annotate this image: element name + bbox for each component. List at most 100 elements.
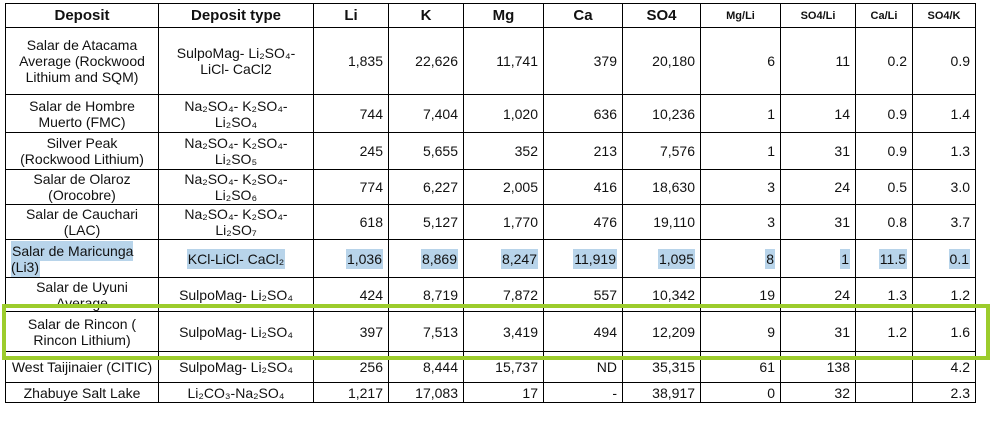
column-header: SO4/K bbox=[912, 3, 976, 28]
cell-text: 744 bbox=[359, 105, 383, 122]
cell-text: 1 bbox=[840, 248, 850, 269]
cell-text: 11.5 bbox=[878, 248, 907, 269]
cell-text: 31 bbox=[834, 214, 850, 230]
cell-text: 0.2 bbox=[887, 53, 907, 69]
table-cell: 352 bbox=[463, 132, 544, 170]
cell-text: 618 bbox=[359, 214, 383, 230]
table-cell: 35,315 bbox=[622, 351, 701, 383]
table-cell: 618 bbox=[313, 204, 389, 240]
cell-text: 1.3 bbox=[887, 286, 907, 303]
cell-text: 15,737 bbox=[495, 359, 538, 375]
table-cell: 1,835 bbox=[313, 27, 389, 95]
table-cell: 494 bbox=[543, 311, 623, 352]
cell-text: Salar de Olaroz (Orocobre) bbox=[33, 171, 131, 203]
cell-text: 12,209 bbox=[652, 323, 695, 340]
cell-text: 1,835 bbox=[347, 53, 383, 69]
cell-text: 24 bbox=[834, 179, 850, 195]
cell-text: 424 bbox=[359, 286, 383, 303]
cell-text: 11,919 bbox=[573, 248, 617, 269]
table-cell: 0.9 bbox=[855, 94, 913, 133]
table-cell: 774 bbox=[313, 169, 389, 205]
cell-text: 11,741 bbox=[496, 53, 538, 69]
cell-text: 4.2 bbox=[950, 359, 970, 375]
cell-text: 18,630 bbox=[652, 179, 695, 195]
cell-text: 0.8 bbox=[887, 214, 907, 230]
table-cell: 636 bbox=[543, 94, 623, 133]
cell-text: 5,127 bbox=[422, 214, 458, 230]
cell-text: Silver Peak (Rockwood Lithium) bbox=[20, 135, 144, 167]
cell-text: Na₂SO₄- K₂SO₄- Li₂SO₅ bbox=[184, 135, 288, 167]
cell-text: 17,083 bbox=[415, 384, 458, 401]
table-cell: 7,404 bbox=[388, 94, 464, 133]
table-row: Salar de Rincon ( Rincon Lithium) SulpoMa… bbox=[5, 311, 976, 352]
cell-text: SulpoMag- Li₂SO₄- LiCl- CaCl2 bbox=[176, 45, 296, 77]
table-row: Zhabuye Salt Lake Li₂CO₃-Na₂SO₄ 1,217 17,08… bbox=[5, 382, 976, 403]
table-cell: 11,919 bbox=[543, 239, 623, 278]
cell-text: 31 bbox=[834, 143, 850, 159]
column-header: SO4/Li bbox=[780, 3, 856, 28]
table-row: Silver Peak (Rockwood Lithium) Na₂SO₄- K₂… bbox=[5, 132, 976, 170]
table-cell: 1,770 bbox=[463, 204, 544, 240]
table-cell: Salar de Cauchari (LAC) bbox=[5, 204, 159, 240]
table-cell: 0 bbox=[700, 382, 781, 403]
table-cell: 31 bbox=[780, 204, 856, 240]
cell-text: 1 bbox=[767, 105, 775, 122]
cell-text: 352 bbox=[514, 143, 538, 159]
table-cell: 5,655 bbox=[388, 132, 464, 170]
cell-text: 8,247 bbox=[500, 248, 538, 269]
table-cell: 12,209 bbox=[622, 311, 701, 352]
table-cell: 31 bbox=[780, 132, 856, 170]
table-cell: 11,741 bbox=[463, 27, 544, 95]
cell-text: Na₂SO₄- K₂SO₄- Li₂SO₇ bbox=[184, 206, 288, 238]
table-cell: 8 bbox=[700, 239, 781, 278]
cell-text: 14 bbox=[834, 105, 850, 122]
table-cell: 8,719 bbox=[388, 277, 464, 312]
table-cell: 1.4 bbox=[912, 94, 976, 133]
table-cell: 424 bbox=[313, 277, 389, 312]
table-cell: 1.3 bbox=[912, 132, 976, 170]
cell-text: 774 bbox=[359, 179, 383, 195]
table-cell: Salar de Hombre Muerto (FMC) bbox=[5, 94, 159, 133]
cell-text: 379 bbox=[593, 53, 617, 69]
cell-text: 6 bbox=[767, 53, 775, 69]
table-cell: 61 bbox=[700, 351, 781, 383]
cell-text: 1,217 bbox=[347, 384, 383, 401]
cell-text: 32 bbox=[834, 384, 850, 401]
table-cell: Na₂SO₄- K₂SO₄- Li₂SO₄ bbox=[158, 94, 314, 133]
table-cell bbox=[855, 382, 913, 403]
table-row: Salar de Maricunga (Li3) KCl-LiCl- CaCl₂ 1… bbox=[5, 239, 976, 278]
cell-text: 8 bbox=[765, 248, 775, 269]
table-body: Salar de Atacama Average (Rockwood Lithi… bbox=[5, 27, 976, 403]
table-cell: 19,110 bbox=[622, 204, 701, 240]
cell-text: 245 bbox=[359, 143, 383, 159]
table-cell: 557 bbox=[543, 277, 623, 312]
table-cell: 7,513 bbox=[388, 311, 464, 352]
table-cell: Salar de Rincon ( Rincon Lithium) bbox=[5, 311, 159, 352]
cell-text: 256 bbox=[359, 359, 383, 375]
table-cell: 6,227 bbox=[388, 169, 464, 205]
table-cell: SulpoMag- Li₂SO₄ bbox=[158, 351, 314, 383]
cell-text: 10,236 bbox=[652, 105, 695, 122]
table-cell: 0.2 bbox=[855, 27, 913, 95]
table-cell: 1 bbox=[700, 132, 781, 170]
cell-text: 7,872 bbox=[502, 286, 538, 303]
table-cell: 0.9 bbox=[855, 132, 913, 170]
table-cell: 1,036 bbox=[313, 239, 389, 278]
table-cell: SulpoMag- Li₂SO₄ bbox=[158, 311, 314, 352]
table-cell: Salar de Olaroz (Orocobre) bbox=[5, 169, 159, 205]
cell-text: - bbox=[612, 384, 617, 401]
cell-text: 3.0 bbox=[950, 179, 970, 195]
column-header: Deposit type bbox=[158, 3, 314, 28]
table-cell: 32 bbox=[780, 382, 856, 403]
cell-text: ND bbox=[596, 359, 617, 375]
table-cell: 8,444 bbox=[388, 351, 464, 383]
table-cell: 1.2 bbox=[855, 311, 913, 352]
cell-text: 20,180 bbox=[652, 53, 695, 69]
table-cell: 11.5 bbox=[855, 239, 913, 278]
table-cell: Salar de Atacama Average (Rockwood Lithi… bbox=[5, 27, 159, 95]
table-cell: 38,917 bbox=[622, 382, 701, 403]
cell-text: SulpoMag- Li₂SO₄ bbox=[179, 323, 293, 340]
table-row: Salar de Olaroz (Orocobre) Na₂SO₄- K₂SO₄-… bbox=[5, 169, 976, 205]
table-cell: 14 bbox=[780, 94, 856, 133]
table-cell: 0.1 bbox=[912, 239, 976, 278]
